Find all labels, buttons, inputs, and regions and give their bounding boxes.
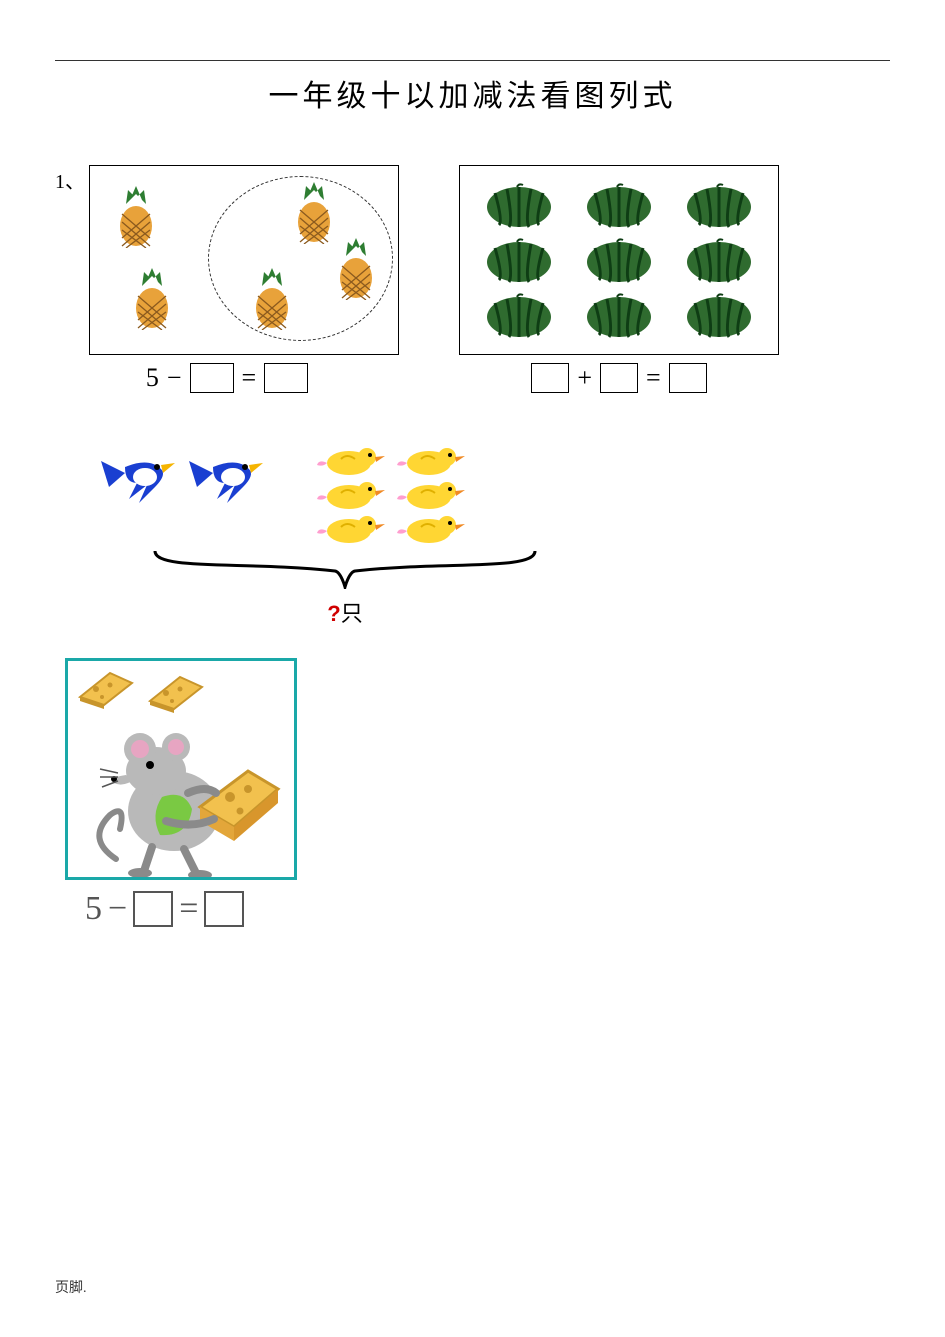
- eq1-op: −: [167, 363, 182, 393]
- equation-4: 5 − =: [85, 890, 890, 928]
- eq4-eq: =: [179, 890, 198, 928]
- chick-icon: [315, 477, 387, 511]
- swallow-icon: [183, 443, 265, 513]
- mouse-panel: [65, 658, 297, 880]
- chick-icon: [315, 443, 387, 477]
- equation-2: + =: [459, 363, 779, 393]
- question-mark: ?: [327, 601, 340, 626]
- watermelon-icon: [483, 236, 555, 284]
- top-rule: [55, 60, 890, 61]
- eq4-op: −: [108, 890, 127, 928]
- page-title: 一年级十以加减法看图列式: [55, 71, 890, 115]
- birds-row: [95, 443, 595, 545]
- pineapple-panel: [89, 165, 399, 355]
- problem-row-1: 1、 5 − =: [55, 165, 890, 393]
- chick-icon: [395, 511, 467, 545]
- watermelon-icon: [583, 181, 655, 229]
- watermelon-icon: [683, 236, 755, 284]
- swallows-group: [95, 443, 265, 513]
- watermelon-icon: [683, 181, 755, 229]
- eq4-first: 5: [85, 890, 102, 928]
- answer-box[interactable]: [600, 363, 638, 393]
- answer-box[interactable]: [531, 363, 569, 393]
- pineapple-icon: [332, 236, 380, 300]
- eq2-op: +: [577, 363, 592, 393]
- watermelon-icon: [483, 291, 555, 339]
- cheese-icon: [146, 671, 206, 713]
- answer-box[interactable]: [669, 363, 707, 393]
- watermelon-grid: [478, 180, 760, 340]
- answer-box[interactable]: [204, 891, 244, 927]
- pineapple-icon: [112, 184, 160, 248]
- eq2-eq: =: [646, 363, 661, 393]
- watermelon-icon: [483, 181, 555, 229]
- eq1-eq: =: [242, 363, 257, 393]
- mouse-icon: [96, 719, 286, 879]
- brace-icon: [145, 547, 545, 589]
- equation-1: 5 − =: [55, 363, 399, 393]
- eq1-first: 5: [146, 363, 159, 393]
- watermelon-icon: [583, 236, 655, 284]
- chick-icon: [395, 443, 467, 477]
- brace: ?只: [95, 547, 595, 628]
- pineapple-icon: [290, 180, 338, 244]
- answer-box[interactable]: [190, 363, 234, 393]
- chick-icon: [395, 477, 467, 511]
- answer-box[interactable]: [264, 363, 308, 393]
- problem-1: 1、 5 − =: [55, 165, 399, 393]
- cheese-icon: [76, 667, 136, 709]
- brace-label: ?只: [95, 596, 595, 628]
- pineapple-icon: [248, 266, 296, 330]
- problem-4: 5 − =: [65, 658, 890, 928]
- swallow-icon: [95, 443, 177, 513]
- chick-icon: [315, 511, 387, 545]
- problem-2: + =: [459, 165, 779, 393]
- chicks-group: [315, 443, 467, 545]
- watermelon-panel: [459, 165, 779, 355]
- unit-text: 只: [341, 601, 363, 626]
- watermelon-icon: [683, 291, 755, 339]
- footer-text: 页脚.: [55, 1277, 87, 1297]
- question-number: 1、: [55, 165, 85, 194]
- answer-box[interactable]: [133, 891, 173, 927]
- pineapple-icon: [128, 266, 176, 330]
- problem-3: ?只: [95, 443, 595, 628]
- watermelon-icon: [583, 291, 655, 339]
